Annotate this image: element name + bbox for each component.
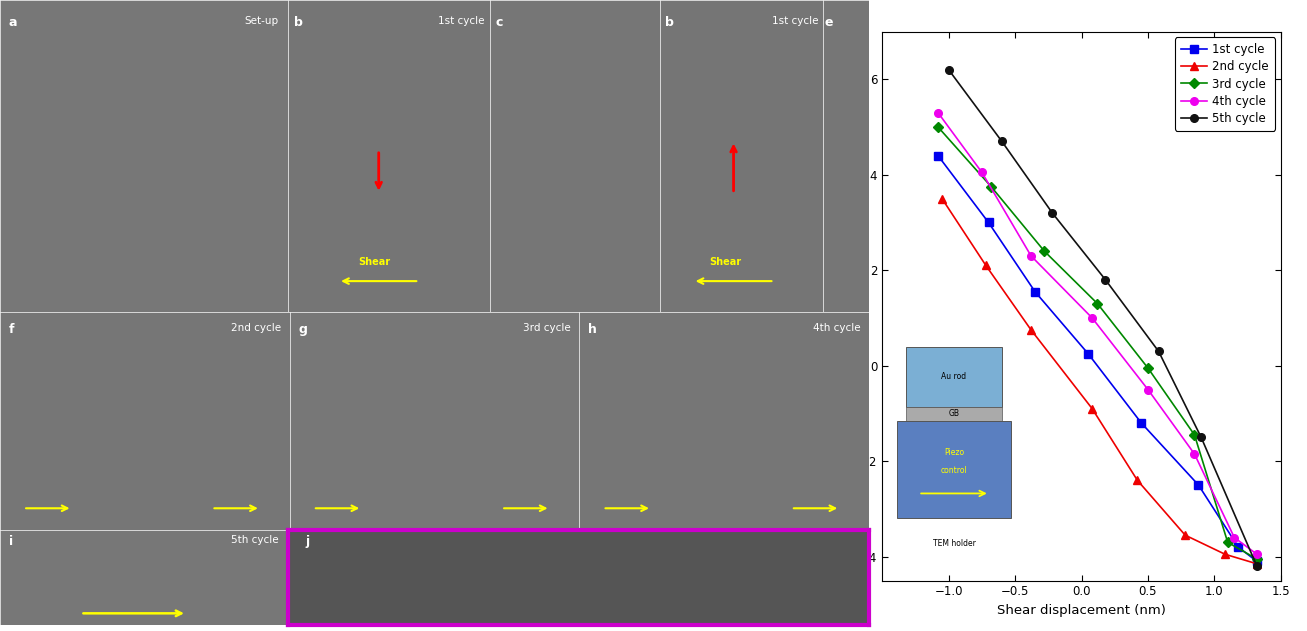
- 5th cycle: [1098, 276, 1114, 283]
- 2nd cycle: [1129, 476, 1145, 484]
- 2nd cycle: [978, 262, 993, 269]
- Text: 1st cycle: 1st cycle: [438, 16, 484, 26]
- Line: 5th cycle: 5th cycle: [945, 66, 1261, 570]
- 4th cycle: [974, 168, 989, 176]
- 3rd cycle: [983, 183, 999, 191]
- Text: Set-up: Set-up: [244, 16, 278, 26]
- 3rd cycle: [1187, 431, 1202, 439]
- Text: j: j: [305, 534, 310, 548]
- 2nd cycle: [1217, 550, 1233, 558]
- 1st cycle: [931, 152, 946, 160]
- 1st cycle: [1230, 543, 1246, 551]
- Text: 5th cycle: 5th cycle: [231, 534, 278, 545]
- Text: c: c: [495, 16, 503, 28]
- Text: b: b: [294, 16, 302, 28]
- 5th cycle: [1193, 433, 1209, 441]
- 5th cycle: [993, 138, 1009, 145]
- Text: 4th cycle: 4th cycle: [813, 323, 860, 333]
- Text: Shear: Shear: [358, 257, 391, 268]
- 3rd cycle: [931, 123, 946, 131]
- 3rd cycle: [1140, 364, 1155, 372]
- 1st cycle: [1191, 481, 1206, 489]
- 1st cycle: [1081, 350, 1097, 358]
- Line: 1st cycle: 1st cycle: [935, 152, 1261, 565]
- Line: 2nd cycle: 2nd cycle: [938, 195, 1261, 568]
- X-axis label: Shear displacement (nm): Shear displacement (nm): [997, 604, 1166, 617]
- Text: a: a: [9, 16, 17, 28]
- 3rd cycle: [1249, 555, 1265, 563]
- Text: 2nd cycle: 2nd cycle: [231, 323, 281, 333]
- 4th cycle: [1023, 252, 1039, 260]
- Text: Shear: Shear: [708, 257, 741, 268]
- Text: g: g: [298, 323, 307, 336]
- 4th cycle: [1085, 314, 1100, 322]
- 1st cycle: [1133, 419, 1149, 427]
- Text: e: e: [825, 16, 834, 28]
- 4th cycle: [1226, 534, 1242, 541]
- Text: b: b: [665, 16, 674, 28]
- 4th cycle: [1187, 451, 1202, 458]
- 2nd cycle: [1023, 326, 1039, 334]
- 1st cycle: [1249, 558, 1265, 565]
- Text: 3rd cycle: 3rd cycle: [523, 323, 571, 333]
- 5th cycle: [1150, 348, 1166, 355]
- 1st cycle: [1027, 288, 1043, 295]
- 3rd cycle: [1036, 247, 1052, 255]
- Text: f: f: [9, 323, 14, 336]
- 2nd cycle: [935, 195, 950, 203]
- 3rd cycle: [1090, 300, 1106, 307]
- 5th cycle: [1249, 562, 1265, 570]
- 5th cycle: [1044, 209, 1060, 216]
- 2nd cycle: [1249, 560, 1265, 568]
- Line: 4th cycle: 4th cycle: [935, 109, 1261, 558]
- Text: i: i: [9, 534, 13, 548]
- Line: 3rd cycle: 3rd cycle: [935, 123, 1261, 563]
- Legend: 1st cycle, 2nd cycle, 3rd cycle, 4th cycle, 5th cycle: 1st cycle, 2nd cycle, 3rd cycle, 4th cyc…: [1175, 37, 1274, 131]
- 4th cycle: [1249, 550, 1265, 558]
- 2nd cycle: [1085, 405, 1100, 413]
- Text: h: h: [588, 323, 597, 336]
- Text: 1st cycle: 1st cycle: [772, 16, 818, 26]
- 5th cycle: [941, 66, 957, 74]
- 4th cycle: [931, 109, 946, 117]
- 4th cycle: [1140, 386, 1155, 393]
- Y-axis label: GB migration (nm): GB migration (nm): [842, 244, 855, 368]
- 3rd cycle: [1219, 538, 1235, 546]
- 1st cycle: [980, 219, 996, 227]
- 2nd cycle: [1178, 531, 1193, 539]
- Text: k: k: [834, 8, 846, 26]
